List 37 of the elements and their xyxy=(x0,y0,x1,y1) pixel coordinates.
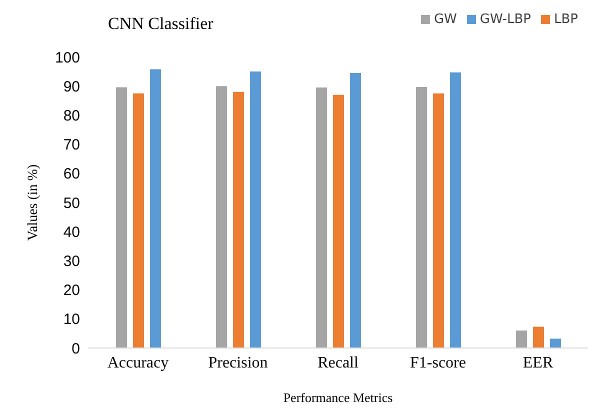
bar xyxy=(133,93,144,348)
y-tick-label: 90 xyxy=(63,78,80,96)
bar xyxy=(250,72,261,348)
legend-label: GW-LBP xyxy=(480,12,531,27)
y-tick-label: 70 xyxy=(63,136,80,154)
x-tick-label: F1-score xyxy=(410,354,466,372)
y-tick-label: 100 xyxy=(54,49,80,66)
y-tick-label: 30 xyxy=(63,253,80,270)
bar xyxy=(316,88,327,348)
x-tick-label: EER xyxy=(522,354,554,372)
y-tick-label: 50 xyxy=(63,194,80,212)
bar xyxy=(216,86,227,348)
y-tick-label: 0 xyxy=(72,340,80,358)
bar xyxy=(433,93,444,348)
bar xyxy=(333,94,344,348)
y-tick-label: 40 xyxy=(63,224,80,241)
y-tick-label: 10 xyxy=(63,311,80,328)
chart-title: CNN Classifier xyxy=(108,14,214,34)
legend-label: LBP xyxy=(554,12,578,27)
bar xyxy=(150,69,161,348)
y-axis-title: Values (in %) xyxy=(26,164,41,241)
bar xyxy=(450,72,461,348)
legend-label: GW xyxy=(434,12,457,27)
bar xyxy=(533,326,544,348)
bar xyxy=(416,86,427,348)
x-tick-label: Recall xyxy=(318,354,359,372)
bar xyxy=(116,87,127,348)
x-axis-title: Performance Metrics xyxy=(283,390,393,405)
y-tick-label: 60 xyxy=(63,166,80,183)
x-tick-label: Precision xyxy=(208,354,268,372)
y-tick-label: 20 xyxy=(63,282,80,300)
x-tick-label: Accuracy xyxy=(107,354,169,372)
bar xyxy=(233,92,244,348)
bar xyxy=(350,73,361,348)
y-tick-label: 80 xyxy=(63,108,80,125)
bar xyxy=(550,338,561,348)
bar xyxy=(516,330,527,348)
